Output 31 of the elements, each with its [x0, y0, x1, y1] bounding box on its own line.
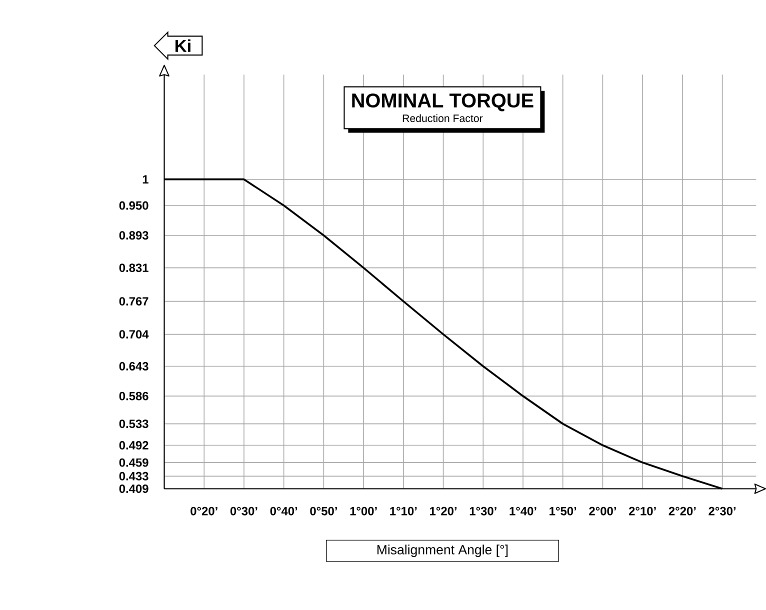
y-tick-label: 0.586: [119, 392, 148, 400]
y-axis-title: Ki: [176, 39, 190, 52]
y-tick-label: 1: [142, 175, 148, 184]
y-tick-label: 0.433: [119, 472, 148, 480]
text: Reduction Factor: [402, 114, 483, 122]
y-tick-label: 0.767: [119, 297, 148, 306]
y-tick-label: 0.893: [119, 231, 148, 240]
y-tick-label: 0.409: [119, 484, 148, 493]
x-tick-label: 1°40’: [510, 506, 536, 516]
x-tick-label: 1°00’: [350, 506, 377, 516]
x-tick-label: 1°50’: [550, 506, 576, 516]
y-tick-label: 0.831: [119, 263, 148, 272]
x-tick-label: 2°10’: [628, 506, 656, 516]
x-tick-label: 0°30’: [230, 506, 258, 516]
y-tick-label: 0.643: [119, 362, 148, 370]
text: NOMINAL TORQUE: [352, 93, 534, 112]
x-axis-title: Misalignment Angle [°]: [377, 544, 508, 557]
x-tick-label: 0°40’: [270, 506, 298, 516]
y-tick-label: 0.459: [119, 458, 148, 467]
x-tick-label: 1°30’: [470, 506, 496, 516]
y-tick-label: 0.704: [119, 330, 149, 338]
x-tick-label: 0°20’: [190, 506, 218, 516]
x-tick-label: 2°20’: [668, 506, 696, 516]
y-tick-label: 0.492: [119, 440, 148, 450]
y-tick-label: 0.950: [119, 201, 148, 210]
x-tick-label: 0°50’: [310, 506, 337, 516]
x-tick-label: 2°00’: [589, 506, 616, 516]
x-tick-label: 1°10’: [390, 506, 417, 516]
x-tick-label: 1°20’: [430, 506, 456, 516]
x-tick-label: 2°30’: [708, 506, 736, 516]
y-tick-label: 0.533: [119, 420, 148, 428]
